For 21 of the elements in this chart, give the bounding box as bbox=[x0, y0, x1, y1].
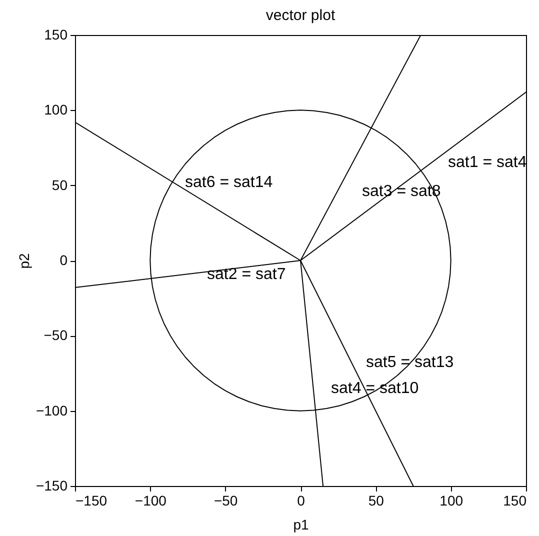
x-axis-title: p1 bbox=[293, 516, 309, 532]
chart-title: vector plot bbox=[266, 7, 336, 24]
annotation: sat6 = sat14 bbox=[185, 174, 273, 191]
x-tick-label: 0 bbox=[297, 492, 306, 508]
y-tick-label: 150 bbox=[44, 26, 68, 42]
annotation: sat5 = sat13 bbox=[366, 354, 454, 371]
annotation: sat4 = sat10 bbox=[331, 380, 419, 397]
y-axis-title: p2 bbox=[16, 253, 32, 269]
x-tick-label: −150 bbox=[76, 492, 108, 508]
y-tick-label: 100 bbox=[44, 102, 68, 118]
y-tick-label: −50 bbox=[44, 327, 68, 344]
x-tick-label: 150 bbox=[503, 492, 527, 508]
y-tick-label: −100 bbox=[36, 402, 68, 418]
y-tick-label: 50 bbox=[52, 176, 68, 193]
y-tick-label: −150 bbox=[36, 478, 68, 494]
y-tick-label: 0 bbox=[60, 252, 68, 268]
x-tick-label: −100 bbox=[134, 492, 167, 508]
x-tick-label: −50 bbox=[214, 492, 238, 508]
x-tick-label: 50 bbox=[368, 492, 384, 508]
annotation: sat1 = sat4 bbox=[448, 154, 527, 171]
x-tick-label: 100 bbox=[440, 492, 464, 508]
